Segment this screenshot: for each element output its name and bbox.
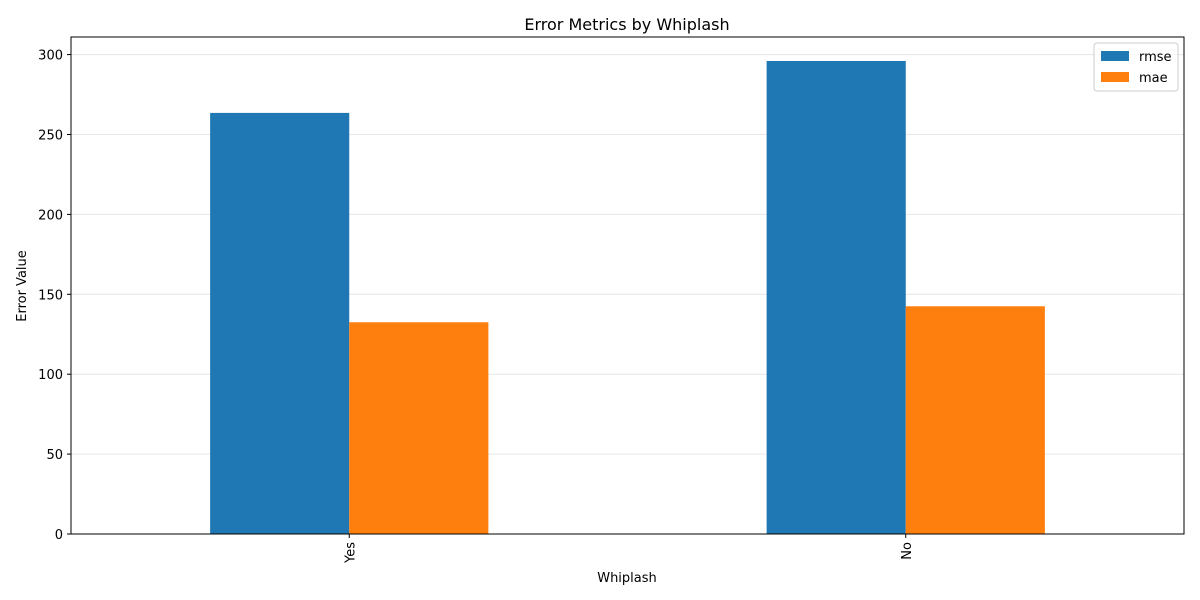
y-tick-label: 200 — [38, 208, 63, 223]
x-tick-label: Yes — [343, 542, 358, 564]
y-tick-label: 250 — [38, 128, 63, 143]
legend: rmse mae — [1093, 42, 1179, 92]
legend-swatch-mae — [1101, 72, 1129, 82]
legend-swatch-rmse — [1101, 51, 1129, 61]
bar-rmse-no — [766, 60, 906, 534]
y-ticks: 0 50 100 150 200 250 300 — [38, 49, 71, 543]
legend-label-rmse: rmse — [1139, 50, 1172, 65]
y-tick-label: 150 — [38, 288, 63, 303]
x-tick-label: No — [900, 542, 915, 560]
y-tick-label: 50 — [46, 448, 63, 463]
legend-label-mae: mae — [1139, 71, 1168, 86]
y-tick-label: 0 — [55, 528, 63, 543]
chart-title: Error Metrics by Whiplash — [524, 15, 729, 34]
x-ticks: Yes No — [343, 534, 915, 564]
y-tick-label: 300 — [38, 49, 63, 64]
axes — [70, 36, 1185, 535]
bars — [210, 60, 1045, 535]
bar-mae-yes — [349, 322, 489, 534]
y-tick-label: 100 — [38, 368, 63, 383]
x-axis-label: Whiplash — [597, 571, 657, 586]
bar-rmse-yes — [210, 112, 350, 535]
bar-mae-no — [905, 306, 1045, 534]
y-axis-label: Error Value — [15, 250, 30, 322]
plot-frame — [70, 36, 1185, 535]
